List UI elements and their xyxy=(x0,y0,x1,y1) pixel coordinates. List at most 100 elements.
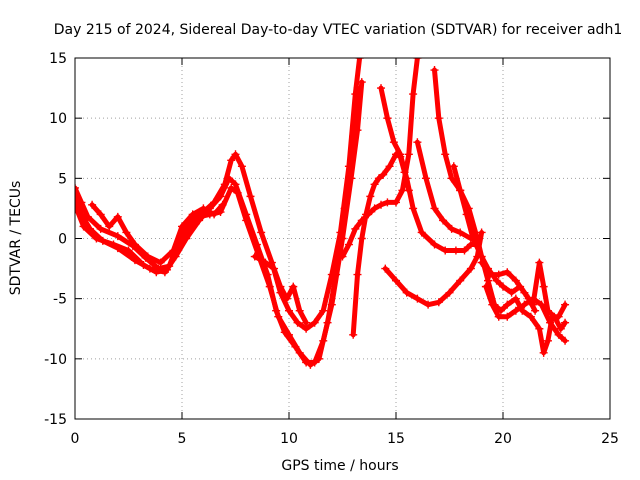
data-point xyxy=(385,162,394,171)
data-point xyxy=(492,276,501,285)
y-tick-label: 5 xyxy=(58,171,67,187)
data-point xyxy=(456,228,465,237)
data-point xyxy=(449,162,458,171)
data-point xyxy=(439,216,448,225)
y-axis-label: SDTVAR / TECUs xyxy=(8,181,24,296)
data-point xyxy=(113,232,122,241)
data-point xyxy=(265,282,274,291)
data-point xyxy=(381,264,390,273)
data-point xyxy=(535,258,544,267)
data-point xyxy=(374,174,383,183)
data-point xyxy=(486,270,495,279)
data-point xyxy=(451,246,460,255)
data-point xyxy=(481,282,490,291)
y-tick-label: -15 xyxy=(44,412,67,428)
data-point xyxy=(143,252,152,261)
data-point xyxy=(445,288,454,297)
data-point xyxy=(561,318,570,327)
data-point xyxy=(319,306,328,315)
data-point xyxy=(109,240,118,249)
data-point xyxy=(460,246,469,255)
data-point xyxy=(178,222,186,231)
data-point xyxy=(402,288,411,297)
data-point xyxy=(434,114,443,123)
data-point xyxy=(349,132,358,141)
chart-title: Day 215 of 2024, Sidereal Day-to-day VTE… xyxy=(54,22,622,38)
data-point xyxy=(507,288,516,297)
data-point xyxy=(75,200,79,209)
data-point xyxy=(366,192,375,201)
data-point xyxy=(338,252,347,261)
data-point xyxy=(218,200,227,209)
series-line xyxy=(75,85,360,368)
data-point xyxy=(526,312,535,321)
data-point xyxy=(539,282,548,291)
data-point xyxy=(477,258,486,267)
x-tick-label: 0 xyxy=(71,431,80,447)
data-point xyxy=(456,276,465,285)
data-point xyxy=(285,306,293,315)
series-trace-13 xyxy=(477,258,570,333)
data-point xyxy=(421,174,430,183)
data-point xyxy=(554,330,563,339)
data-point xyxy=(163,265,172,274)
data-point xyxy=(105,222,114,231)
data-point xyxy=(242,216,251,225)
data-point xyxy=(531,306,540,315)
data-point xyxy=(503,312,512,321)
data-point xyxy=(494,312,503,321)
data-point xyxy=(430,240,439,249)
data-point xyxy=(417,228,426,237)
data-point xyxy=(210,210,219,219)
data-point xyxy=(396,150,405,159)
x-tick-label: 20 xyxy=(494,431,512,447)
data-point xyxy=(302,318,311,327)
data-point xyxy=(122,228,131,237)
data-point xyxy=(88,200,97,209)
data-point xyxy=(447,174,456,183)
data-point xyxy=(543,336,552,345)
data-point xyxy=(383,198,392,207)
data-point xyxy=(447,224,456,233)
data-point xyxy=(392,198,400,207)
data-point xyxy=(261,258,270,267)
data-point xyxy=(113,212,122,221)
data-point xyxy=(225,174,234,183)
data-point xyxy=(561,336,570,345)
data-point xyxy=(511,294,520,303)
data-point xyxy=(402,174,411,183)
data-point xyxy=(227,156,236,165)
data-point xyxy=(357,234,366,243)
series-trace-1 xyxy=(75,58,364,333)
data-point xyxy=(231,180,240,189)
data-point xyxy=(539,348,548,357)
series-trace-10 xyxy=(413,138,475,243)
data-point xyxy=(156,258,165,267)
data-point xyxy=(561,300,570,309)
data-point xyxy=(503,268,512,277)
data-point xyxy=(499,282,507,291)
data-point xyxy=(276,282,285,291)
series-trace-9 xyxy=(381,228,486,309)
data-point xyxy=(409,204,418,213)
data-point xyxy=(488,300,497,309)
series-trace-8 xyxy=(377,84,482,255)
data-point xyxy=(377,84,386,93)
data-point xyxy=(503,300,512,309)
series-trace-3 xyxy=(75,84,362,369)
data-point xyxy=(169,246,178,255)
series-trace-4 xyxy=(88,200,227,267)
series-line xyxy=(89,202,226,266)
data-point xyxy=(546,318,555,327)
x-tick-label: 10 xyxy=(280,431,298,447)
data-point xyxy=(96,224,105,233)
axes: 0 5 10 15 20 25 -15 -10 -5 0 5 10 15 xyxy=(44,51,619,447)
data-point xyxy=(75,183,79,192)
data-point xyxy=(377,200,386,209)
data-point xyxy=(424,300,433,309)
data-point xyxy=(75,188,79,197)
series-trace-14 xyxy=(481,282,570,345)
data-point xyxy=(306,360,315,369)
data-point xyxy=(285,330,293,339)
data-point xyxy=(332,270,341,279)
